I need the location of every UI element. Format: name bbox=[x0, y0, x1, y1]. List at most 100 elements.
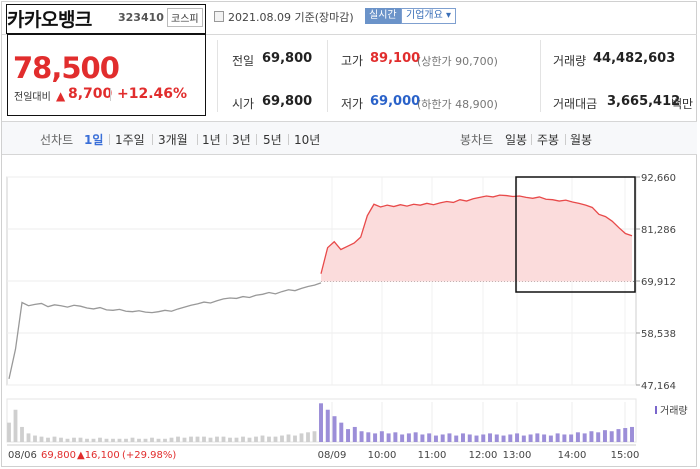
tab-3-years[interactable]: 3년 bbox=[232, 133, 251, 147]
volume-bars: 거래량 bbox=[6, 398, 688, 443]
tab-5-years[interactable]: 5년 bbox=[263, 133, 282, 147]
x-tick-label: 14:00 bbox=[558, 450, 587, 461]
stock-name[interactable]: 카카오뱅크 bbox=[7, 9, 92, 31]
tab-separator bbox=[288, 134, 289, 145]
volume-bar-prev bbox=[7, 422, 11, 442]
volume-bar-prev bbox=[143, 438, 148, 442]
volume-bar-prev bbox=[221, 436, 226, 442]
volume-label: 거래량 bbox=[553, 54, 587, 68]
trade-value-unit: 백만 bbox=[671, 97, 694, 111]
current-price: 78,500 bbox=[13, 51, 120, 85]
volume-bar-prev bbox=[124, 438, 128, 442]
highlight-box-chart bbox=[515, 176, 636, 293]
tab-separator bbox=[109, 134, 110, 145]
volume-bar-prev bbox=[104, 438, 109, 442]
prev-day-change: ▲16,100 bbox=[77, 450, 120, 461]
volume-bar-today bbox=[420, 434, 425, 442]
x-tick-label: 11:00 bbox=[418, 450, 447, 461]
volume-bar-today bbox=[454, 435, 459, 442]
volume-bar-today bbox=[515, 433, 520, 442]
volume-bar-today bbox=[575, 432, 580, 442]
highlight-box-name bbox=[6, 4, 206, 34]
divider bbox=[110, 88, 111, 101]
tab-1-week[interactable]: 1주일 bbox=[115, 133, 145, 147]
prev-day-percent: (+29.98%) bbox=[122, 450, 176, 461]
volume-bar-today bbox=[332, 416, 337, 442]
tab-separator bbox=[256, 134, 257, 145]
volume-bar-today bbox=[325, 409, 330, 442]
volume-bar-today bbox=[528, 434, 533, 442]
volume-bar-prev bbox=[306, 432, 310, 442]
header-divider bbox=[2, 34, 697, 35]
tab-monthly-candle[interactable]: 월봉 bbox=[570, 133, 593, 147]
volume-bar-prev bbox=[247, 437, 252, 442]
volume-legend-label: 거래량 bbox=[660, 405, 688, 417]
volume-bar-today bbox=[623, 428, 628, 442]
volume-bar-prev bbox=[98, 437, 102, 442]
volume-bar-prev bbox=[286, 434, 291, 442]
volume-bar-prev bbox=[208, 437, 213, 442]
volume-legend-swatch bbox=[655, 406, 657, 414]
prev-close-label: 전일 bbox=[232, 54, 255, 68]
today-area bbox=[321, 195, 632, 282]
tab-1-year[interactable]: 1년 bbox=[202, 133, 221, 147]
tab-separator bbox=[152, 134, 153, 145]
volume-bar-today bbox=[366, 432, 371, 442]
trade-value: 3,665,412 bbox=[607, 94, 681, 109]
volume-bar-prev bbox=[46, 437, 50, 442]
tab-weekly-candle[interactable]: 주봉 bbox=[537, 133, 560, 147]
candle-chart-title: 봉차트 bbox=[460, 133, 494, 147]
volume-bar-today bbox=[319, 403, 323, 442]
volume-bar-today bbox=[508, 434, 513, 442]
volume-bar-prev bbox=[65, 438, 70, 442]
volume-bar-prev bbox=[156, 438, 161, 442]
low-value: 69,000 bbox=[370, 94, 421, 109]
volume-value: 44,482,603 bbox=[593, 51, 676, 66]
volume-bar-today bbox=[373, 433, 378, 442]
volume-bar-today bbox=[521, 435, 526, 442]
volume-bar-today bbox=[440, 434, 445, 442]
line-chart-title: 선차트 bbox=[40, 133, 74, 147]
intraday-price-chart[interactable]: 거래량 92,660 81,286 69,912 58,538 47,164 08/09… bbox=[0, 155, 700, 469]
high-value: 89,100 bbox=[370, 51, 421, 66]
tab-3-months[interactable]: 3개월 bbox=[158, 133, 188, 147]
volume-bar-prev bbox=[163, 438, 167, 442]
company-info-dropdown[interactable]: 기업개요 ▾ bbox=[401, 8, 456, 24]
tab-daily-candle[interactable]: 일봉 bbox=[505, 133, 528, 147]
tab-separator bbox=[197, 134, 198, 145]
highlight-box-price bbox=[7, 34, 206, 116]
x-tick-label: 15:00 bbox=[611, 450, 640, 461]
volume-bar-prev bbox=[111, 438, 115, 442]
volume-bar-prev bbox=[215, 436, 219, 442]
volume-bar-prev bbox=[130, 437, 135, 442]
volume-bar-today bbox=[359, 431, 364, 442]
price-change: 8,700 bbox=[68, 86, 113, 102]
volume-bar-prev bbox=[78, 437, 83, 442]
volume-bar-prev bbox=[33, 435, 37, 442]
x-tick-label: 12:00 bbox=[469, 450, 498, 461]
volume-bar-prev bbox=[189, 436, 193, 442]
volume-bar-prev bbox=[59, 437, 63, 442]
prev-day-line bbox=[8, 282, 322, 380]
volume-bar-prev bbox=[312, 431, 317, 442]
volume-bar-prev bbox=[299, 433, 304, 442]
tab-separator bbox=[565, 134, 566, 145]
volume-bar-today bbox=[339, 422, 344, 442]
tab-separator bbox=[531, 134, 532, 145]
volume-bar-today bbox=[582, 433, 587, 442]
realtime-button[interactable]: 실시간 bbox=[365, 8, 401, 24]
volume-bar-today bbox=[481, 434, 486, 442]
x-tick-label: 10:00 bbox=[368, 450, 397, 461]
tab-10-years[interactable]: 10년 bbox=[294, 133, 321, 147]
volume-bar-today bbox=[596, 432, 601, 442]
open-label: 시가 bbox=[232, 97, 255, 111]
volume-bar-prev bbox=[273, 436, 278, 442]
volume-bar-today bbox=[569, 434, 574, 442]
open-value: 69,800 bbox=[262, 94, 313, 109]
volume-bar-today bbox=[413, 432, 418, 442]
volume-bar-today bbox=[393, 432, 398, 442]
volume-bar-today bbox=[346, 429, 351, 442]
volume-bar-today bbox=[494, 434, 499, 442]
tab-1-day[interactable]: 1일 bbox=[84, 133, 104, 147]
x-axis: 08/09 10:00 11:00 12:00 13:00 14:00 15:00 08/06… bbox=[7, 444, 640, 461]
